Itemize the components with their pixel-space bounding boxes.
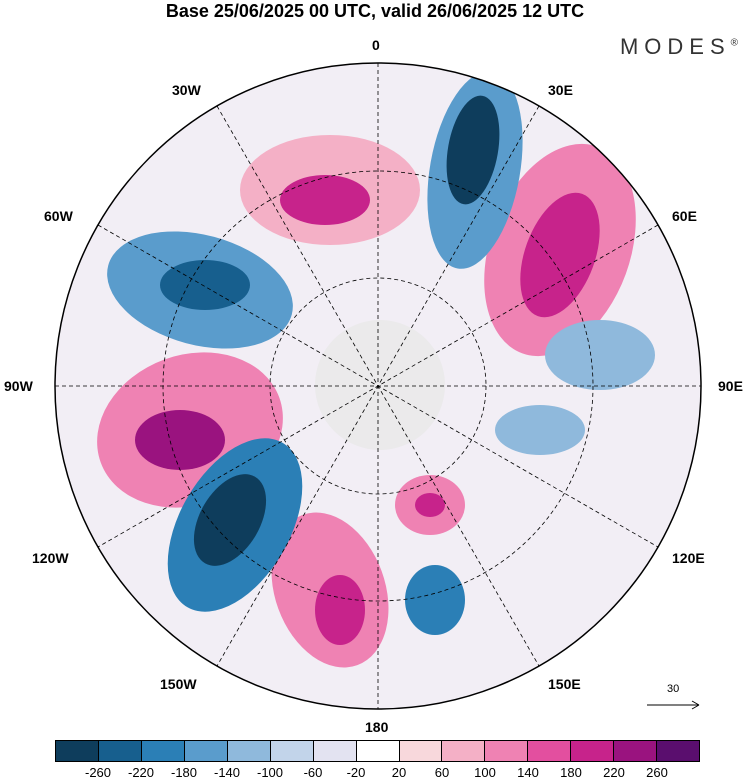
lon-label-90w: 90W [4, 378, 33, 394]
reference-vector: 30 [645, 683, 705, 713]
colorbar-tick-label: 60 [434, 765, 450, 780]
colorbar-swatch [227, 741, 271, 761]
lon-label-30w: 30W [172, 82, 201, 98]
colorbar-swatch [657, 741, 700, 761]
colorbar-tick-label: 180 [560, 765, 582, 780]
colorbar-tick-label: 260 [646, 765, 668, 780]
colorbar-swatch [528, 741, 572, 761]
colorbar-swatch [270, 741, 314, 761]
colorbar-tick-label: -180 [170, 765, 198, 780]
colorbar-tick-label: -100 [256, 765, 284, 780]
colorbar-tick-label: -60 [303, 765, 323, 780]
colorbar-ticks: -260 -220 -180 -140 -100 -60 -20 20 60 100 140 180 2… [55, 765, 700, 783]
lon-label-150w: 150W [160, 676, 197, 692]
colorbar-swatch [98, 741, 142, 761]
colorbar-tick-label: -260 [84, 765, 112, 780]
lon-label-60e: 60E [672, 208, 697, 224]
lon-label-120w: 120W [32, 550, 69, 566]
colorbar-tick-label: 220 [603, 765, 625, 780]
colorbar-tick-label: 20 [391, 765, 407, 780]
colorbar-swatch [184, 741, 228, 761]
map-title: Base 25/06/2025 00 UTC, valid 26/06/2025… [165, 1, 585, 21]
lon-label-30e: 30E [548, 82, 573, 98]
lon-label-0: 0 [372, 37, 380, 53]
colorbar-swatch [614, 741, 658, 761]
colorbar [55, 740, 700, 762]
lon-label-90e: 90E [718, 378, 743, 394]
lon-label-120e: 120E [672, 550, 705, 566]
colorbar-tick-label: 100 [474, 765, 496, 780]
reference-vector-label: 30 [667, 683, 680, 695]
colorbar-tick-label: -20 [346, 765, 366, 780]
colorbar-swatch [442, 741, 486, 761]
colorbar-tick-label: 140 [517, 765, 539, 780]
colorbar-swatch [571, 741, 615, 761]
colorbar-swatch [356, 741, 400, 761]
lon-label-150e: 150E [548, 676, 581, 692]
polar-map [54, 62, 702, 710]
colorbar-swatch [399, 741, 443, 761]
colorbar-swatch [313, 741, 357, 761]
lon-label-60w: 60W [44, 208, 73, 224]
modes-logo: MODES® [619, 34, 738, 59]
colorbar-swatch [56, 741, 99, 761]
antarctica-region [315, 320, 445, 450]
colorbar-tick-label: -220 [127, 765, 155, 780]
colorbar-swatch [485, 741, 529, 761]
colorbar-tick-label: -140 [213, 765, 241, 780]
colorbar-swatch [141, 741, 185, 761]
lon-label-180: 180 [365, 719, 389, 735]
